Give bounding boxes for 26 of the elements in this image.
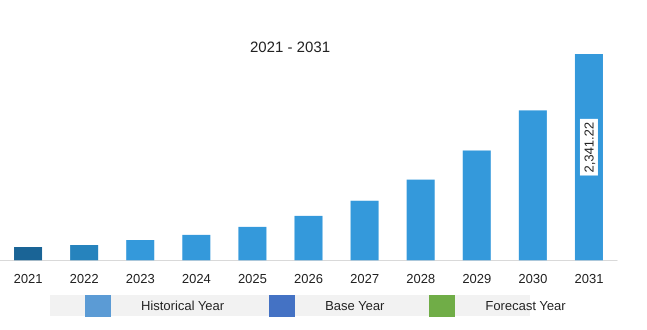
x-tick-label: 2027 — [350, 270, 380, 286]
bar — [406, 180, 435, 260]
x-tick-label: 2021 — [14, 270, 43, 286]
chart-title: 2021 - 2031 — [250, 39, 330, 56]
x-tick-label: 2031 — [574, 270, 604, 286]
x-tick-label: 2028 — [406, 270, 436, 286]
text: Historical Year — [141, 298, 224, 313]
x-tick-label: 2023 — [126, 270, 155, 286]
bar — [70, 245, 98, 260]
bar — [294, 216, 323, 260]
x-tick-label: 2026 — [294, 270, 323, 286]
x-tick-label: 2025 — [238, 270, 267, 286]
bar — [126, 240, 154, 260]
bar — [238, 226, 266, 260]
x-tick-label: 2024 — [182, 270, 211, 286]
bar — [518, 110, 547, 260]
text: Forecast Year — [485, 298, 566, 313]
x-tick-label: 2030 — [518, 270, 548, 286]
bar — [182, 234, 210, 260]
bar — [350, 200, 379, 260]
x-tick-label: 2029 — [462, 270, 492, 286]
bar — [462, 150, 491, 260]
bar — [14, 247, 42, 260]
x-tick-label: 2022 — [70, 270, 99, 286]
text: Base Year — [325, 298, 384, 313]
data-label: 2,341.22 — [582, 122, 597, 173]
